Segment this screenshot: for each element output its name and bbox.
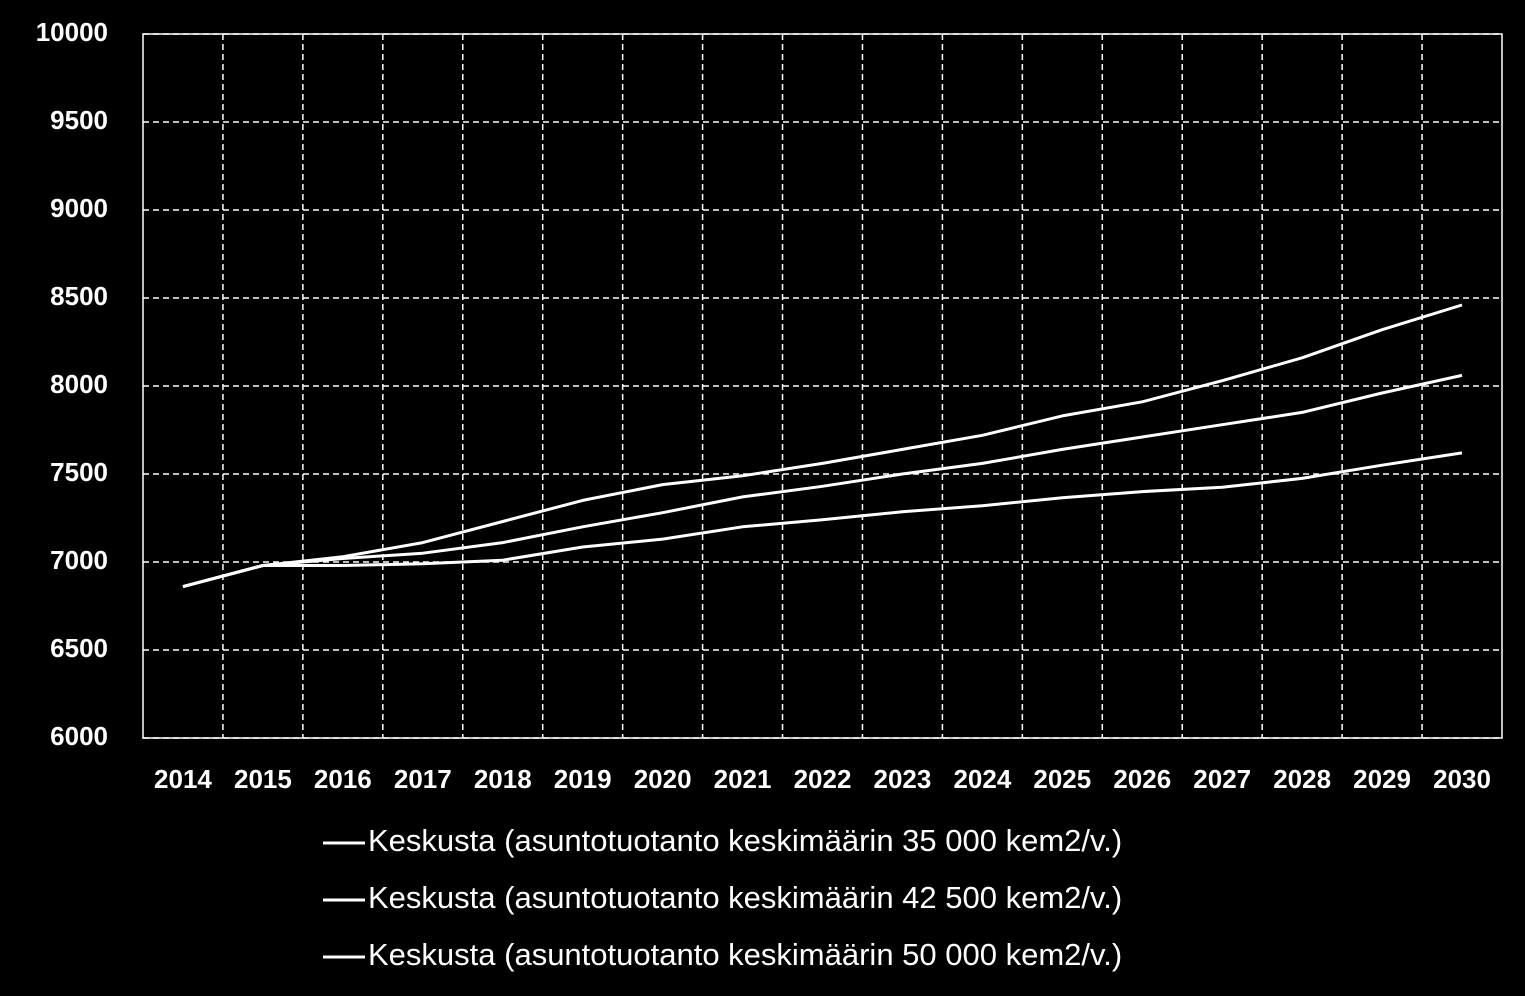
x-tick-label: 2017: [394, 764, 452, 794]
x-tick-label: 2024: [953, 764, 1011, 794]
legend-label: Keskusta (asuntotuotanto keskimäärin 42 …: [368, 880, 1122, 915]
legend-label: Keskusta (asuntotuotanto keskimäärin 50 …: [368, 937, 1122, 972]
x-tick-label: 2016: [314, 764, 372, 794]
x-tick-label: 2030: [1433, 764, 1491, 794]
x-tick-label: 2015: [234, 764, 292, 794]
x-tick-label: 2028: [1273, 764, 1331, 794]
y-tick-label: 7500: [50, 457, 108, 487]
y-tick-label: 9000: [50, 193, 108, 223]
y-tick-label: 7000: [50, 545, 108, 575]
x-tick-label: 2023: [874, 764, 932, 794]
x-tick-label: 2025: [1033, 764, 1091, 794]
x-tick-label: 2029: [1353, 764, 1411, 794]
x-tick-label: 2026: [1113, 764, 1171, 794]
x-tick-label: 2027: [1193, 764, 1251, 794]
x-tick-label: 2020: [634, 764, 692, 794]
y-tick-label: 10000: [36, 17, 108, 47]
x-tick-label: 2022: [794, 764, 852, 794]
y-tick-label: 6500: [50, 633, 108, 663]
legend-label: Keskusta (asuntotuotanto keskimäärin 35 …: [368, 823, 1122, 858]
x-tick-label: 2018: [474, 764, 532, 794]
x-tick-label: 2014: [154, 764, 212, 794]
y-tick-label: 6000: [50, 721, 108, 751]
y-tick-label: 9500: [50, 105, 108, 135]
series-line: [182, 303, 1463, 589]
x-tick-label: 2021: [714, 764, 772, 794]
y-tick-label: 8500: [50, 281, 108, 311]
x-tick-label: 2019: [554, 764, 612, 794]
series-line: [182, 373, 1463, 589]
series-line: [182, 451, 1463, 589]
y-tick-label: 8000: [50, 369, 108, 399]
